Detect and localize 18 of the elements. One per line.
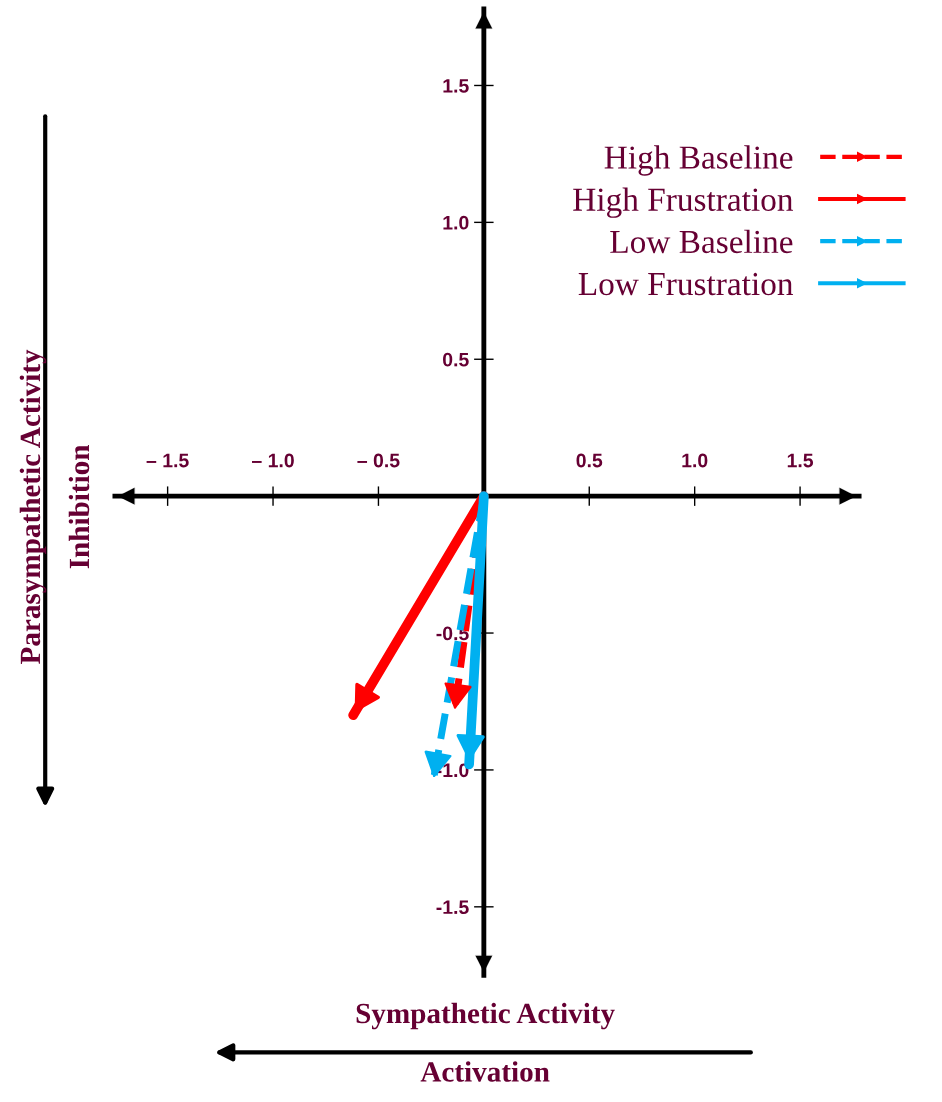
x-tick-label: – 0.5 — [357, 453, 400, 468]
y-tick-label: -1.5 — [436, 900, 469, 915]
text: Activation — [420, 1061, 550, 1082]
legend-label: Low Baseline — [610, 229, 793, 254]
y-tick-label: 0.5 — [443, 352, 469, 367]
legend-label: High Baseline — [604, 145, 793, 176]
x-tick-label: – 1.0 — [252, 453, 294, 468]
y-tick-label: 1.0 — [443, 215, 469, 230]
x-axis-title: Sympathetic Activity — [356, 1002, 615, 1030]
legend-label: High Frustration — [573, 187, 794, 218]
x-tick-label: 1.0 — [682, 453, 708, 468]
x-tick-label: 0.5 — [576, 453, 603, 468]
y-tick-label: 1.5 — [443, 79, 469, 93]
x-tick-label: 1.5 — [787, 453, 814, 468]
x-tick-label: – 1.5 — [146, 453, 189, 468]
text: Inhibition — [68, 444, 90, 569]
y-axis-title: Parasympathetic Activity — [19, 349, 47, 664]
legend-label: Low Frustration — [578, 272, 794, 296]
